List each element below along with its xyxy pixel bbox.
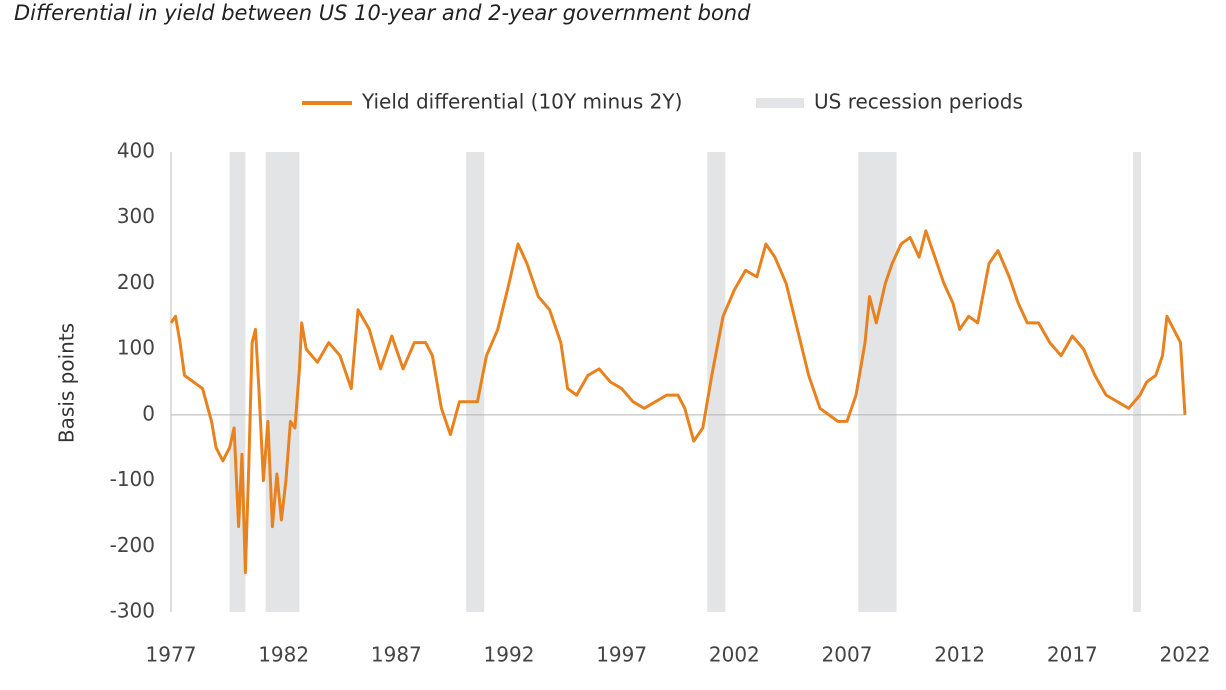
chart-title: Differential in yield between US 10-year… (14, 1, 751, 25)
y-tick-label: -100 (110, 467, 155, 491)
recession-band (466, 152, 485, 612)
y-tick-label: 200 (117, 270, 155, 294)
x-tick-label: 1997 (596, 643, 647, 667)
x-tick-label: 2002 (709, 643, 760, 667)
y-tick-label: -200 (110, 533, 155, 557)
legend: Yield differential (10Y minus 2Y) US rec… (302, 90, 1023, 114)
y-tick-label: -300 (110, 599, 155, 623)
x-tick-label: 1992 (484, 643, 535, 667)
recession-band (229, 152, 246, 612)
recession-band (707, 152, 726, 612)
y-tick-label: 400 (117, 139, 155, 163)
x-tick-label: 1987 (371, 643, 422, 667)
y-tick-label: 0 (142, 401, 155, 425)
x-tick-label: 1977 (146, 643, 197, 667)
recession-band (265, 152, 300, 612)
x-tick-label: 2012 (934, 643, 985, 667)
y-tick-label: 300 (117, 204, 155, 228)
x-tick-label: 2022 (1160, 643, 1211, 667)
y-axis-label: Basis points (55, 323, 79, 443)
y-tick-label: 100 (117, 336, 155, 360)
series-line (169, 229, 1187, 575)
legend-rect-swatch (756, 98, 804, 108)
x-tick-label: 1982 (258, 643, 309, 667)
recession-band (1133, 152, 1142, 612)
recession-band (858, 152, 897, 612)
x-tick-label: 2007 (822, 643, 873, 667)
legend-label: Yield differential (10Y minus 2Y) (361, 90, 682, 114)
x-tick-label: 2017 (1047, 643, 1098, 667)
legend-label: US recession periods (814, 90, 1023, 114)
